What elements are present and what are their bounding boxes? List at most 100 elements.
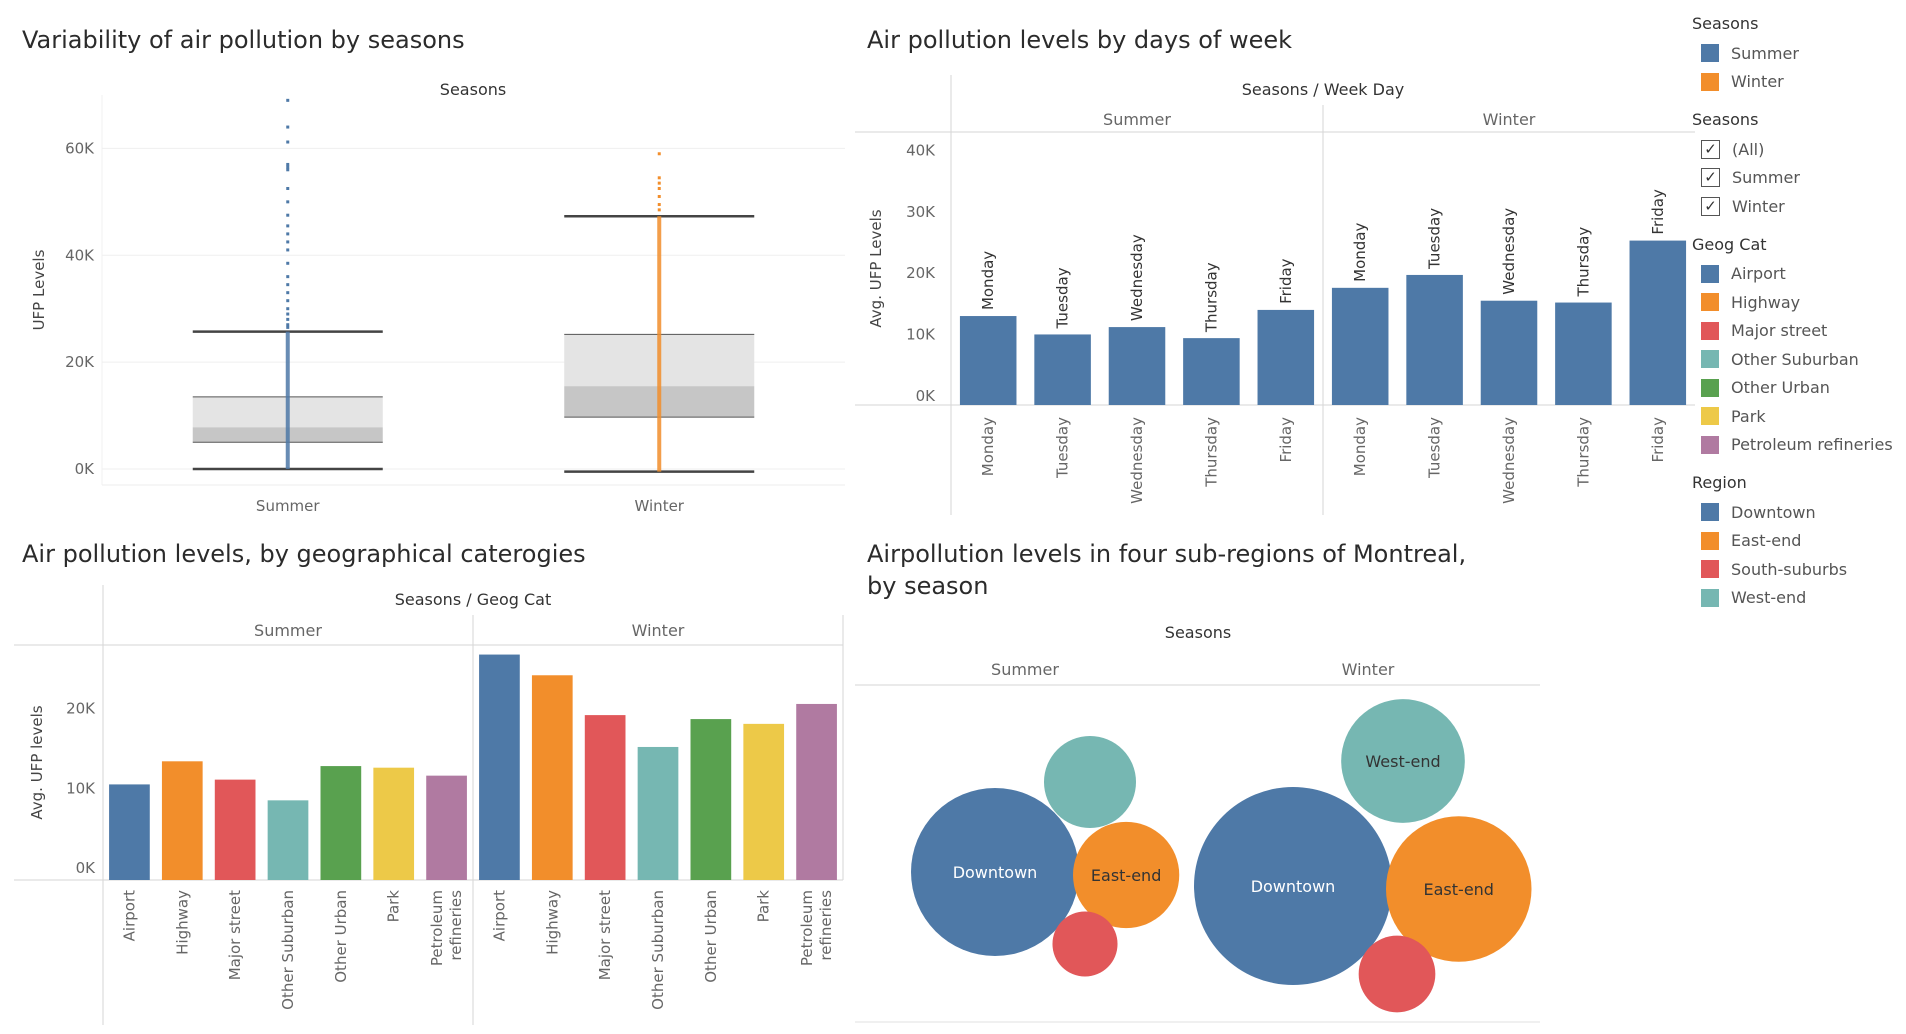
x-tick-label: refineries — [447, 890, 465, 961]
legend-geog-park[interactable]: Park — [1692, 402, 1906, 431]
legend-geog-other-suburban[interactable]: Other Suburban — [1692, 345, 1906, 374]
legend-label: South-suburbs — [1731, 559, 1848, 579]
bubble-summer-downtown — [911, 788, 1079, 956]
filter-label: Summer — [1732, 168, 1800, 188]
legend-geog-highway[interactable]: Highway — [1692, 288, 1906, 317]
legend-swatch — [1701, 321, 1719, 340]
legend-geog-petroleum-refineries[interactable]: Petroleum refineries — [1692, 431, 1906, 460]
region-bubble-chart: Seasons Summer Winter Downtown East-end Downt… — [855, 623, 1540, 1023]
x-tick-label: Petroleum — [798, 890, 816, 966]
bar-data-label: Thursday — [1574, 227, 1592, 298]
bar-winter-friday — [1629, 240, 1687, 405]
outlier-point — [286, 317, 290, 321]
x-tick-label: Thursday — [1574, 417, 1592, 488]
x-tick-label: Highway — [543, 890, 561, 955]
bubble-label: West-end — [1365, 752, 1440, 771]
x-tick-label: Wednesday — [1500, 417, 1518, 504]
outlier-point — [286, 291, 290, 295]
legend-swatch — [1701, 407, 1719, 426]
outlier-point — [657, 176, 661, 180]
x-tick-label: refineries — [817, 890, 835, 961]
outlier-point — [286, 168, 290, 172]
outlier-point — [286, 224, 290, 228]
x-tick-label: Other Urban — [332, 890, 350, 983]
boxplot-title: Variability of air pollution by seasons — [22, 26, 465, 54]
legend-swatch — [1701, 560, 1719, 579]
legend-swatch — [1701, 378, 1719, 397]
x-tick-label: Airport — [490, 890, 508, 941]
y-tick-label: 0K — [916, 387, 937, 405]
filter-option-summer[interactable]: ✓ Summer — [1692, 164, 1906, 193]
x-tick-label: Tuesday — [1054, 417, 1072, 479]
legend-geog-airport[interactable]: Airport — [1692, 260, 1906, 289]
bar-winter-petroleum-refineries — [796, 703, 837, 880]
legend-label: Winter — [1731, 72, 1784, 92]
x-tick-label: Major street — [596, 890, 614, 980]
outlier-point — [286, 299, 290, 303]
outlier-point — [657, 203, 661, 207]
bar-winter-wednesday — [1480, 300, 1538, 405]
bar-winter-other-urban — [690, 719, 732, 880]
bubble-label: Downtown — [1251, 877, 1336, 896]
outlier-point — [286, 186, 290, 190]
outlier-point — [286, 213, 290, 217]
bar-summer-friday — [1257, 309, 1315, 405]
x-tick-label: Petroleum — [428, 890, 446, 966]
legend-swatch — [1701, 588, 1719, 607]
outlier-point — [286, 162, 290, 166]
box-summer — [192, 98, 383, 471]
checkbox-icon[interactable]: ✓ — [1701, 139, 1720, 159]
legend-geog-major-street[interactable]: Major street — [1692, 317, 1906, 346]
outlier-point — [657, 195, 661, 199]
group-header-summer: Summer — [1103, 110, 1171, 129]
legend-label: Park — [1731, 406, 1766, 426]
x-tick-label: Tuesday — [1426, 417, 1444, 479]
legend-region-east-end[interactable]: East-end — [1692, 527, 1906, 556]
checkbox-icon[interactable]: ✓ — [1701, 168, 1720, 188]
bar-summer-monday — [959, 316, 1017, 405]
legend-swatch — [1701, 264, 1719, 283]
legend-season-summer[interactable]: Summer — [1692, 39, 1906, 68]
outlier-point — [286, 325, 290, 329]
y-tick-label: 40K — [906, 141, 936, 159]
bar-data-label: Friday — [1277, 258, 1295, 304]
bubble-winter-east-end — [1386, 816, 1532, 962]
legend-label: East-end — [1731, 531, 1802, 551]
filter-option-all[interactable]: ✓ (All) — [1692, 135, 1906, 164]
bubble-summer-south-suburbs — [1052, 911, 1118, 977]
x-tick-label: Other Suburban — [279, 890, 297, 1010]
filter-option-winter[interactable]: ✓ Winter — [1692, 192, 1906, 221]
bar-winter-major-street — [584, 715, 626, 880]
x-tick-label: Highway — [173, 890, 191, 955]
outlier-point — [286, 240, 290, 244]
legend-label: Downtown — [1731, 502, 1816, 522]
outlier-point — [286, 307, 290, 311]
legend-region-south-suburbs[interactable]: South-suburbs — [1692, 555, 1906, 584]
bar-summer-wednesday — [1108, 327, 1166, 405]
legend-geog-other-urban[interactable]: Other Urban — [1692, 374, 1906, 403]
checkbox-icon[interactable]: ✓ — [1701, 196, 1720, 216]
bar-winter-thursday — [1555, 302, 1612, 405]
bubble-winter-downtown — [1194, 787, 1392, 985]
bar-data-label: Thursday — [1202, 262, 1220, 333]
legend-label: Highway — [1731, 292, 1801, 312]
bar-summer-petroleum-refineries — [426, 775, 467, 880]
y-tick-label: 20K — [65, 353, 95, 371]
x-tick-label: Other Suburban — [649, 890, 667, 1010]
legend-region-west-end[interactable]: West-end — [1692, 584, 1906, 613]
outlier-point — [286, 323, 290, 327]
weekday-y-axis-title: Avg. UFP Levels — [867, 209, 885, 327]
x-tick-label: Airport — [120, 890, 138, 941]
bar-winter-tuesday — [1406, 274, 1463, 405]
bar-data-label: Wednesday — [1500, 208, 1518, 295]
legend-swatch — [1701, 503, 1719, 522]
legend-geog-title: Geog Cat — [1692, 234, 1767, 254]
x-tick-label: Monday — [1351, 417, 1369, 476]
legend-region-downtown[interactable]: Downtown — [1692, 498, 1906, 527]
x-tick-label: Friday — [1277, 417, 1295, 463]
region-column-header: Seasons — [1165, 623, 1231, 642]
x-tick-label: Park — [755, 890, 773, 923]
legend-season-winter[interactable]: Winter — [1692, 68, 1906, 97]
outlier-point — [286, 125, 290, 129]
outlier-point — [286, 248, 290, 252]
